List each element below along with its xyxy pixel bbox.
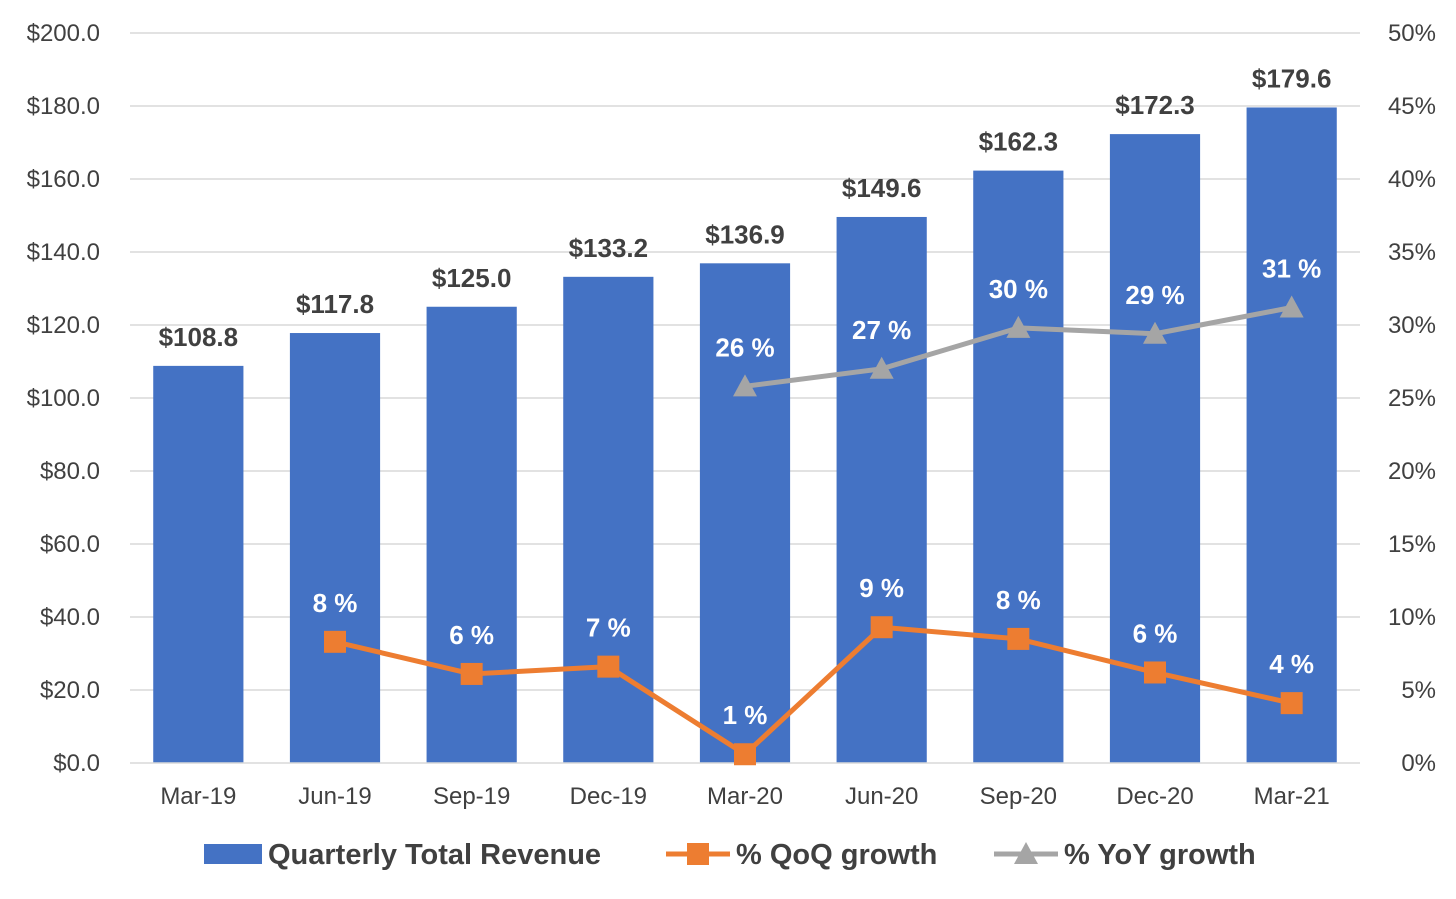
yoy-marker [869, 356, 894, 379]
yoy-marker [1006, 315, 1031, 338]
qoq-data-label: 6 % [449, 620, 494, 650]
bar-data-label: $117.8 [296, 289, 374, 319]
left-axis-tick-label: $60.0 [40, 531, 100, 558]
qoq-marker [734, 743, 756, 766]
yoy-marker [733, 374, 757, 397]
qoq-data-label: 6 % [1133, 618, 1178, 648]
revenue-bar [1246, 107, 1337, 763]
x-axis-tick-label: Mar-19 [160, 783, 236, 810]
left-axis-tick-label: $180.0 [27, 93, 100, 120]
right-axis-tick-label: 5% [1401, 677, 1436, 704]
yoy-data-label: 30 % [989, 274, 1048, 304]
yoy-data-label: 29 % [1125, 280, 1184, 310]
right-axis-tick-label: 10% [1388, 604, 1436, 631]
revenue-bar [289, 333, 381, 763]
qoq-data-label: 1 % [723, 700, 768, 730]
bar-data-label: $149.6 [842, 173, 922, 203]
revenue-bar [153, 365, 244, 763]
right-axis-tick-label: 0% [1401, 750, 1436, 777]
revenue-bar [699, 263, 791, 763]
qoq-marker [460, 662, 483, 685]
yoy-data-label: 27 % [852, 315, 911, 345]
x-axis-tick-label: Dec-19 [570, 783, 647, 810]
revenue-bar [1109, 134, 1201, 764]
right-axis-tick-label: 15% [1388, 531, 1436, 558]
yoy-marker [1143, 321, 1167, 344]
left-axis-tick-label: $120.0 [27, 312, 100, 339]
growth-lines [324, 295, 1304, 766]
yoy-data-label: 31 % [1262, 253, 1321, 283]
legend-swatch-revenue [204, 844, 262, 864]
x-axis-tick-label: Sep-20 [980, 783, 1057, 810]
right-axis-tick-label: 20% [1388, 458, 1436, 485]
revenue-bar [426, 306, 517, 763]
right-axis-tick-label: 50% [1388, 20, 1436, 47]
right-axis-ticks: 0% 5% 10% 15% 20% 25% 30% 35% 40% 45% 50% [1388, 20, 1436, 777]
left-axis-tick-label: $20.0 [40, 677, 100, 704]
legend-swatch-yoy-marker [1014, 842, 1038, 864]
bar-data-label: $125.0 [432, 263, 512, 293]
right-axis-tick-label: 25% [1388, 385, 1436, 412]
yoy-data-label: 26 % [715, 332, 774, 362]
yoy-marker [1279, 295, 1304, 318]
legend-swatch-qoq-marker [687, 843, 709, 865]
right-axis-tick-label: 45% [1388, 93, 1436, 120]
qoq-marker [597, 655, 620, 678]
revenue-bar [973, 170, 1064, 764]
left-axis-tick-label: $40.0 [40, 604, 100, 631]
qoq-data-label: 8 % [313, 588, 358, 618]
qoq-line [334, 624, 1293, 757]
legend-label-yoy: % YoY growth [1064, 839, 1256, 871]
revenue-bar [836, 216, 927, 763]
legend-label-qoq: % QoQ growth [736, 839, 937, 871]
revenue-bars [153, 107, 1337, 764]
bar-data-label: $136.9 [705, 219, 785, 249]
left-axis-tick-label: $160.0 [27, 166, 100, 193]
left-axis-tick-label: $100.0 [27, 385, 100, 412]
left-axis-tick-label: $80.0 [40, 458, 100, 485]
qoq-marker [1007, 627, 1030, 650]
qoq-marker [870, 616, 893, 639]
x-axis-tick-label: Mar-20 [707, 783, 783, 810]
left-axis-tick-label: $0.0 [53, 750, 100, 777]
bar-data-label: $162.3 [979, 127, 1059, 157]
x-axis-tick-label: Sep-19 [433, 783, 510, 810]
right-axis-tick-label: 40% [1388, 166, 1436, 193]
qoq-data-label: 4 % [1269, 649, 1314, 679]
qoq-marker [324, 630, 346, 653]
legend-label-revenue: Quarterly Total Revenue [268, 839, 601, 871]
x-axis-tick-label: Jun-19 [298, 783, 371, 810]
revenue-bar [563, 276, 654, 763]
legend: Quarterly Total Revenue % QoQ growth % YoY… [204, 839, 1256, 871]
growth-data-labels: 8 % 6 % 7 % 1 % 9 % 8 % 6 % 4 % 26 % 27 % 30 % 29 %… [313, 253, 1322, 730]
left-axis-tick-label: $140.0 [27, 239, 100, 266]
bar-data-label: $108.8 [159, 322, 239, 352]
x-axis-tick-label: Mar-21 [1254, 783, 1330, 810]
qoq-data-label: 8 % [996, 585, 1041, 615]
x-axis-tick-label: Jun-20 [845, 783, 918, 810]
right-axis-tick-label: 35% [1388, 239, 1436, 266]
qoq-data-label: 9 % [859, 573, 904, 603]
bar-data-label: $179.6 [1252, 63, 1332, 93]
left-axis-ticks: $0.0 $20.0 $40.0 $60.0 $80.0 $100.0 $120.0 $140… [27, 20, 100, 777]
qoq-data-label: 7 % [586, 613, 631, 643]
x-axis-tick-label: Dec-20 [1116, 783, 1193, 810]
qoq-marker [1144, 661, 1166, 684]
bar-data-label: $133.2 [569, 233, 649, 263]
bar-data-labels: $108.8 $117.8 $125.0 $133.2 $136.9 $149.6 $162… [159, 63, 1332, 351]
x-axis-ticks: Mar-19 Jun-19 Sep-19 Dec-19 Mar-20 Jun-20 Sep-… [160, 783, 1329, 810]
right-axis-tick-label: 30% [1388, 312, 1436, 339]
left-axis-tick-label: $200.0 [27, 20, 100, 47]
qoq-marker [1280, 692, 1303, 715]
bar-data-label: $172.3 [1115, 90, 1195, 120]
